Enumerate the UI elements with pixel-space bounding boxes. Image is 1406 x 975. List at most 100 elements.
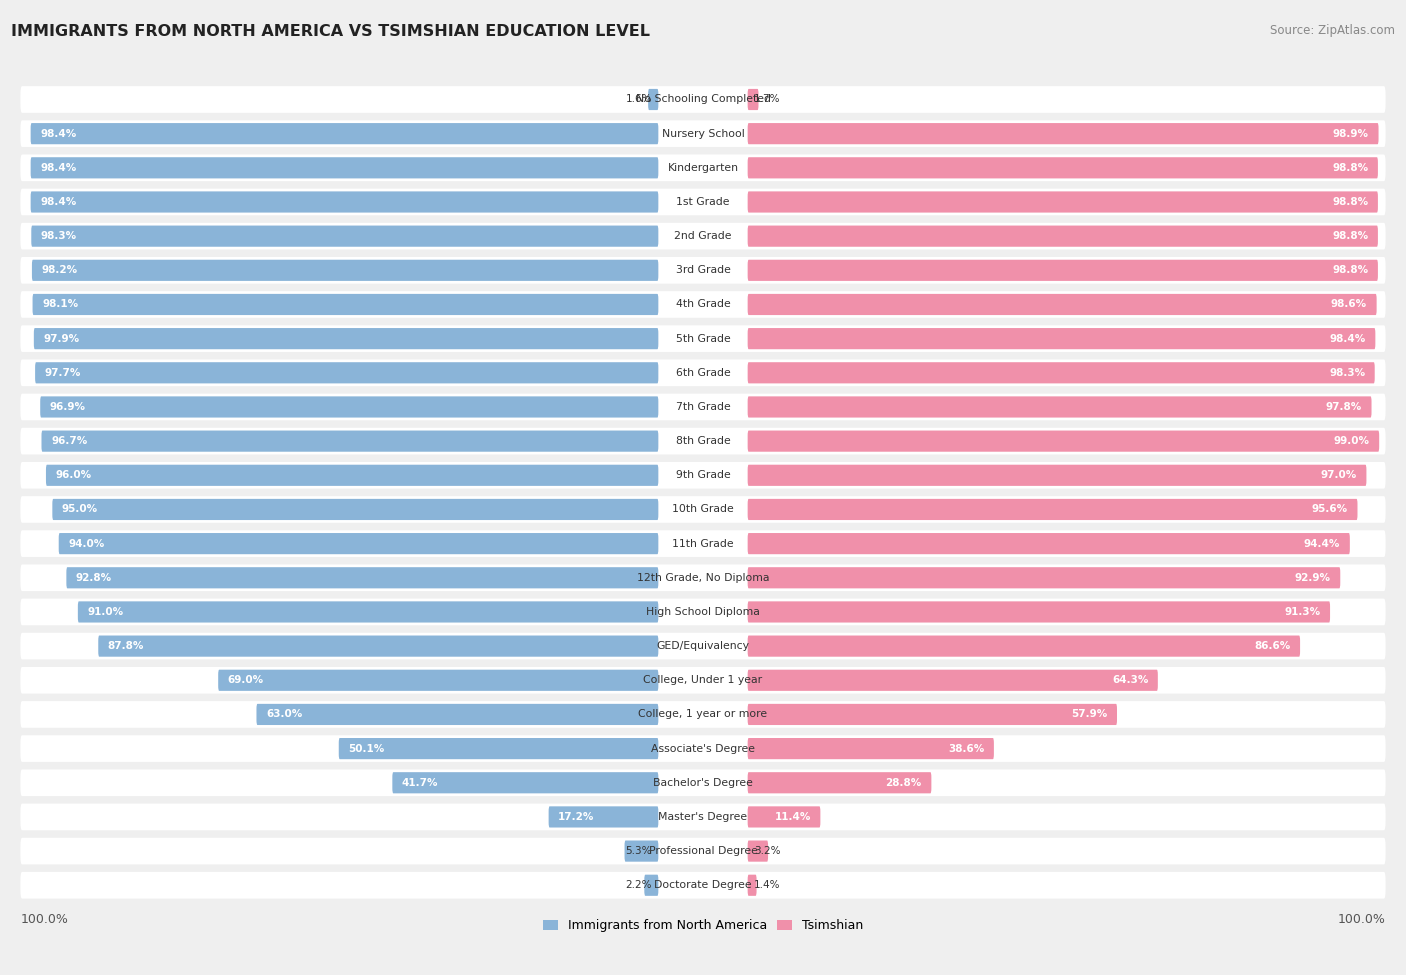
Text: 4th Grade: 4th Grade: [676, 299, 730, 309]
FancyBboxPatch shape: [748, 259, 1378, 281]
FancyBboxPatch shape: [21, 803, 1385, 831]
Text: 2.2%: 2.2%: [626, 880, 652, 890]
FancyBboxPatch shape: [648, 89, 658, 110]
FancyBboxPatch shape: [748, 191, 1378, 213]
Text: 5.3%: 5.3%: [626, 846, 652, 856]
Text: Master's Degree: Master's Degree: [658, 812, 748, 822]
Text: 9th Grade: 9th Grade: [676, 470, 730, 481]
Text: GED/Equivalency: GED/Equivalency: [657, 642, 749, 651]
FancyBboxPatch shape: [748, 806, 820, 828]
FancyBboxPatch shape: [21, 735, 1385, 761]
FancyBboxPatch shape: [748, 499, 1358, 520]
FancyBboxPatch shape: [644, 875, 658, 896]
FancyBboxPatch shape: [31, 123, 658, 144]
FancyBboxPatch shape: [21, 667, 1385, 693]
Text: 8th Grade: 8th Grade: [676, 436, 730, 447]
Text: 1.6%: 1.6%: [626, 95, 652, 104]
FancyBboxPatch shape: [748, 840, 768, 862]
Text: Bachelor's Degree: Bachelor's Degree: [652, 778, 754, 788]
Text: IMMIGRANTS FROM NORTH AMERICA VS TSIMSHIAN EDUCATION LEVEL: IMMIGRANTS FROM NORTH AMERICA VS TSIMSHI…: [11, 24, 650, 39]
FancyBboxPatch shape: [748, 363, 1375, 383]
Text: 99.0%: 99.0%: [1334, 436, 1369, 447]
FancyBboxPatch shape: [31, 225, 658, 247]
FancyBboxPatch shape: [21, 394, 1385, 420]
Text: 100.0%: 100.0%: [1337, 913, 1385, 926]
FancyBboxPatch shape: [748, 738, 994, 760]
FancyBboxPatch shape: [46, 465, 658, 486]
FancyBboxPatch shape: [32, 259, 658, 281]
FancyBboxPatch shape: [21, 701, 1385, 727]
FancyBboxPatch shape: [339, 738, 658, 760]
Text: 38.6%: 38.6%: [948, 744, 984, 754]
Text: 92.8%: 92.8%: [76, 572, 112, 583]
Text: 41.7%: 41.7%: [402, 778, 439, 788]
Text: 98.6%: 98.6%: [1331, 299, 1367, 309]
FancyBboxPatch shape: [748, 397, 1371, 417]
Text: 91.3%: 91.3%: [1284, 607, 1320, 617]
Text: 98.9%: 98.9%: [1333, 129, 1369, 138]
FancyBboxPatch shape: [548, 806, 658, 828]
Text: No Schooling Completed: No Schooling Completed: [636, 95, 770, 104]
Text: 57.9%: 57.9%: [1071, 710, 1108, 720]
FancyBboxPatch shape: [624, 840, 658, 862]
FancyBboxPatch shape: [21, 530, 1385, 557]
Text: 98.8%: 98.8%: [1333, 197, 1368, 207]
FancyBboxPatch shape: [21, 872, 1385, 899]
FancyBboxPatch shape: [748, 670, 1157, 691]
Text: 98.4%: 98.4%: [41, 129, 76, 138]
Text: 63.0%: 63.0%: [266, 710, 302, 720]
FancyBboxPatch shape: [52, 499, 658, 520]
FancyBboxPatch shape: [21, 462, 1385, 488]
Text: 6th Grade: 6th Grade: [676, 368, 730, 377]
FancyBboxPatch shape: [21, 838, 1385, 865]
FancyBboxPatch shape: [21, 86, 1385, 113]
Text: Source: ZipAtlas.com: Source: ZipAtlas.com: [1270, 24, 1395, 37]
Text: 98.1%: 98.1%: [42, 299, 79, 309]
Text: 98.4%: 98.4%: [41, 197, 76, 207]
Text: Doctorate Degree: Doctorate Degree: [654, 880, 752, 890]
Text: 11.4%: 11.4%: [775, 812, 811, 822]
FancyBboxPatch shape: [748, 89, 758, 110]
Text: Kindergarten: Kindergarten: [668, 163, 738, 173]
Text: 98.4%: 98.4%: [41, 163, 76, 173]
Text: 50.1%: 50.1%: [349, 744, 385, 754]
Text: 5th Grade: 5th Grade: [676, 333, 730, 343]
FancyBboxPatch shape: [98, 636, 658, 657]
Text: 92.9%: 92.9%: [1295, 572, 1330, 583]
Text: Professional Degree: Professional Degree: [648, 846, 758, 856]
Legend: Immigrants from North America, Tsimshian: Immigrants from North America, Tsimshian: [537, 915, 869, 937]
Text: 17.2%: 17.2%: [558, 812, 595, 822]
Text: 98.8%: 98.8%: [1333, 231, 1368, 241]
FancyBboxPatch shape: [748, 465, 1367, 486]
Text: High School Diploma: High School Diploma: [647, 607, 759, 617]
FancyBboxPatch shape: [21, 769, 1385, 796]
Text: 96.0%: 96.0%: [55, 470, 91, 481]
FancyBboxPatch shape: [748, 875, 756, 896]
FancyBboxPatch shape: [748, 636, 1301, 657]
Text: 98.3%: 98.3%: [1329, 368, 1365, 377]
FancyBboxPatch shape: [59, 533, 658, 554]
Text: 12th Grade, No Diploma: 12th Grade, No Diploma: [637, 572, 769, 583]
FancyBboxPatch shape: [21, 223, 1385, 250]
Text: 3.2%: 3.2%: [754, 846, 780, 856]
Text: 98.8%: 98.8%: [1333, 265, 1368, 275]
Text: 1.4%: 1.4%: [754, 880, 780, 890]
FancyBboxPatch shape: [256, 704, 658, 725]
FancyBboxPatch shape: [748, 157, 1378, 178]
FancyBboxPatch shape: [21, 120, 1385, 147]
FancyBboxPatch shape: [21, 326, 1385, 352]
FancyBboxPatch shape: [21, 257, 1385, 284]
FancyBboxPatch shape: [21, 633, 1385, 659]
Text: Nursery School: Nursery School: [662, 129, 744, 138]
Text: 69.0%: 69.0%: [228, 676, 264, 685]
FancyBboxPatch shape: [21, 599, 1385, 625]
FancyBboxPatch shape: [41, 397, 658, 417]
FancyBboxPatch shape: [77, 602, 658, 622]
FancyBboxPatch shape: [66, 567, 658, 588]
FancyBboxPatch shape: [748, 225, 1378, 247]
FancyBboxPatch shape: [748, 123, 1378, 144]
FancyBboxPatch shape: [21, 292, 1385, 318]
Text: 95.6%: 95.6%: [1312, 504, 1348, 515]
Text: 7th Grade: 7th Grade: [676, 402, 730, 412]
Text: 97.8%: 97.8%: [1326, 402, 1362, 412]
